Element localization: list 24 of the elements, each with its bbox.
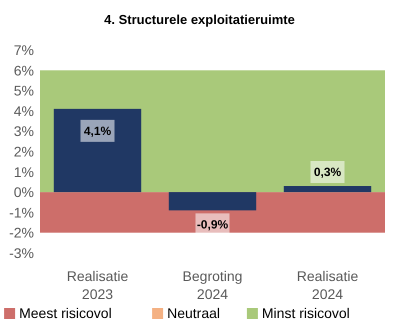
y-tick-label: 5% bbox=[14, 82, 34, 99]
data-label: 4,1% bbox=[84, 124, 112, 138]
y-tick-label: -2% bbox=[9, 224, 34, 241]
y-tick-label: -3% bbox=[9, 245, 34, 261]
legend-label: Meest risicovol bbox=[19, 305, 112, 321]
bar bbox=[54, 108, 142, 192]
x-tick-label: Realisatie 2024 bbox=[296, 268, 358, 302]
y-tick-label: 6% bbox=[14, 62, 34, 78]
bar bbox=[284, 186, 372, 192]
legend-label: Neutraal bbox=[167, 305, 220, 321]
data-label: -0,9% bbox=[196, 217, 228, 232]
y-tick-label: 3% bbox=[14, 123, 34, 140]
y-tick-label: 4% bbox=[14, 102, 34, 119]
x-tick-label: Realisatie 2023 bbox=[66, 268, 128, 302]
data-label: 0,3% bbox=[314, 165, 342, 180]
y-tick-label: 0% bbox=[14, 184, 34, 200]
chart-title: 4. Structurele exploitatieruimte bbox=[104, 12, 295, 27]
bar bbox=[168, 192, 256, 210]
legend-label: Minst risicovol bbox=[262, 305, 350, 321]
y-tick-label: 2% bbox=[14, 144, 34, 160]
y-tick-label: 7% bbox=[14, 42, 34, 58]
x-tick-label: Begroting 2024 bbox=[182, 268, 242, 302]
y-tick-label: 1% bbox=[14, 164, 34, 180]
y-tick-label: -1% bbox=[9, 204, 34, 220]
